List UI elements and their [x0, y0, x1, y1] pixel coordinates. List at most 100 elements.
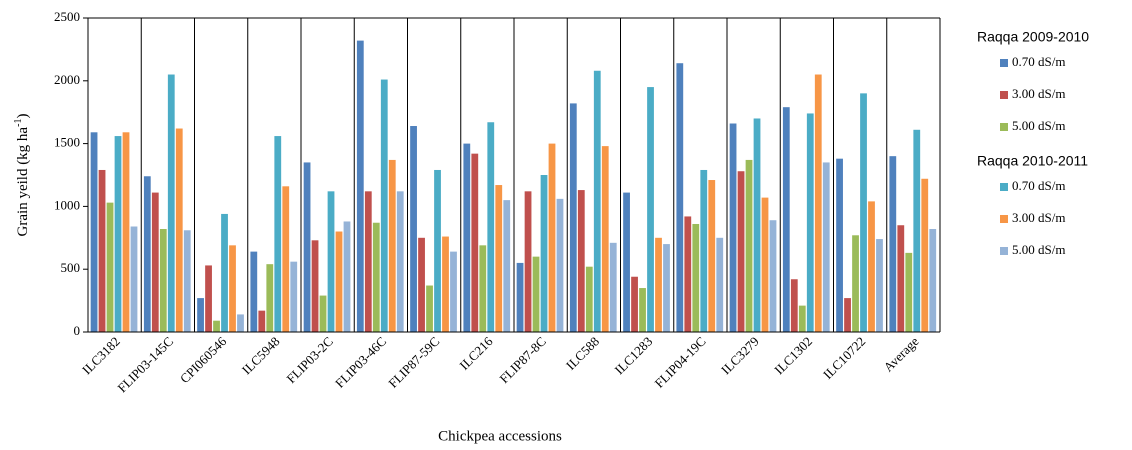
- bar: [556, 198, 564, 332]
- y-axis-title: Grain yeild (kg ha-1): [13, 114, 31, 237]
- bar: [450, 251, 457, 332]
- bar: [327, 191, 335, 332]
- bar: [782, 107, 790, 333]
- bar: [569, 103, 577, 333]
- bar: [471, 153, 479, 332]
- bar: [676, 63, 684, 332]
- bar: [593, 70, 601, 332]
- x-tick-label: Average: [881, 333, 922, 374]
- bar: [692, 223, 700, 332]
- bar: [822, 162, 830, 332]
- y-tick-label: 1500: [54, 135, 80, 150]
- legend-swatch: [1000, 91, 1008, 99]
- x-axis-title: Chickpea accessions: [438, 428, 562, 444]
- bar: [814, 74, 822, 333]
- bar: [311, 240, 319, 332]
- bar: [745, 159, 753, 332]
- bar: [167, 74, 175, 333]
- bar: [487, 122, 495, 332]
- legend-label: 5.00 dS/m: [1012, 242, 1065, 257]
- bar: [769, 220, 777, 332]
- bar: [343, 221, 351, 332]
- y-tick-label: 0: [74, 323, 81, 338]
- x-tick-label: ILC10722: [820, 334, 868, 382]
- bar: [684, 216, 692, 332]
- y-tick-label: 2500: [54, 9, 80, 24]
- bar: [463, 143, 471, 332]
- x-tick-label: FLIP03-145C: [114, 334, 176, 396]
- bar: [197, 298, 204, 332]
- bar: [639, 288, 646, 332]
- bar: [913, 129, 921, 332]
- bar: [700, 169, 708, 332]
- x-tick-label: ILC3182: [79, 334, 123, 378]
- legend-swatch: [1000, 247, 1008, 255]
- bar: [106, 202, 114, 332]
- bar: [479, 245, 487, 332]
- bar: [647, 87, 654, 332]
- bar: [729, 123, 737, 332]
- bar: [114, 136, 122, 332]
- bar: [868, 201, 875, 332]
- bar: [130, 226, 138, 332]
- bar: [806, 113, 814, 333]
- bar: [844, 298, 851, 332]
- x-tick-label: ILC5948: [239, 334, 283, 378]
- bar: [372, 222, 380, 332]
- legend-swatch: [1000, 183, 1008, 191]
- bar: [266, 264, 274, 332]
- x-tick-label: ILC588: [563, 334, 602, 373]
- bar: [585, 266, 593, 332]
- bar: [761, 197, 769, 332]
- x-tick-label: CPI060546: [177, 333, 230, 386]
- bar: [798, 305, 806, 332]
- bar: [229, 245, 236, 332]
- bar: [631, 276, 638, 332]
- bar: [388, 159, 396, 332]
- bar: [860, 93, 867, 332]
- x-tick-label: FLIP87-59C: [385, 334, 442, 391]
- bar: [905, 252, 913, 332]
- bar: [790, 279, 798, 332]
- bar: [98, 169, 106, 332]
- x-tick-label: ILC1302: [771, 334, 815, 378]
- bar: [434, 169, 441, 332]
- bar: [380, 79, 388, 332]
- bar: [503, 200, 511, 332]
- bar: [663, 244, 670, 332]
- bar: [282, 186, 290, 332]
- bar: [175, 128, 183, 332]
- bar: [258, 310, 266, 332]
- bar: [418, 237, 425, 332]
- bar: [122, 132, 130, 332]
- bar: [836, 158, 843, 332]
- y-axis-title-part: Grain yeild (kg ha: [15, 127, 31, 237]
- x-tick-label: FLIP03-2C: [283, 334, 335, 386]
- bar: [655, 237, 662, 332]
- bar: [540, 175, 548, 332]
- bar: [737, 171, 745, 332]
- bar: [897, 225, 905, 332]
- bar: [90, 132, 98, 332]
- bar: [151, 192, 159, 332]
- bar: [532, 256, 540, 332]
- x-tick-label: FLIP87-8C: [496, 334, 548, 386]
- x-tick-label: ILC3279: [718, 334, 762, 378]
- bar: [921, 178, 929, 332]
- bar: [516, 262, 524, 332]
- bar: [205, 265, 212, 332]
- y-tick-label: 2000: [54, 72, 80, 87]
- bar: [274, 136, 282, 332]
- bar: [143, 176, 151, 332]
- bar: [716, 237, 724, 332]
- bar: [364, 191, 372, 332]
- bar: [623, 192, 630, 332]
- legend-label: 3.00 dS/m: [1012, 86, 1065, 101]
- bar: [753, 118, 761, 332]
- bar: [290, 261, 298, 332]
- bar: [876, 239, 883, 332]
- bar: [495, 185, 503, 332]
- bar: [221, 213, 228, 332]
- legend-label: 0.70 dS/m: [1012, 54, 1065, 69]
